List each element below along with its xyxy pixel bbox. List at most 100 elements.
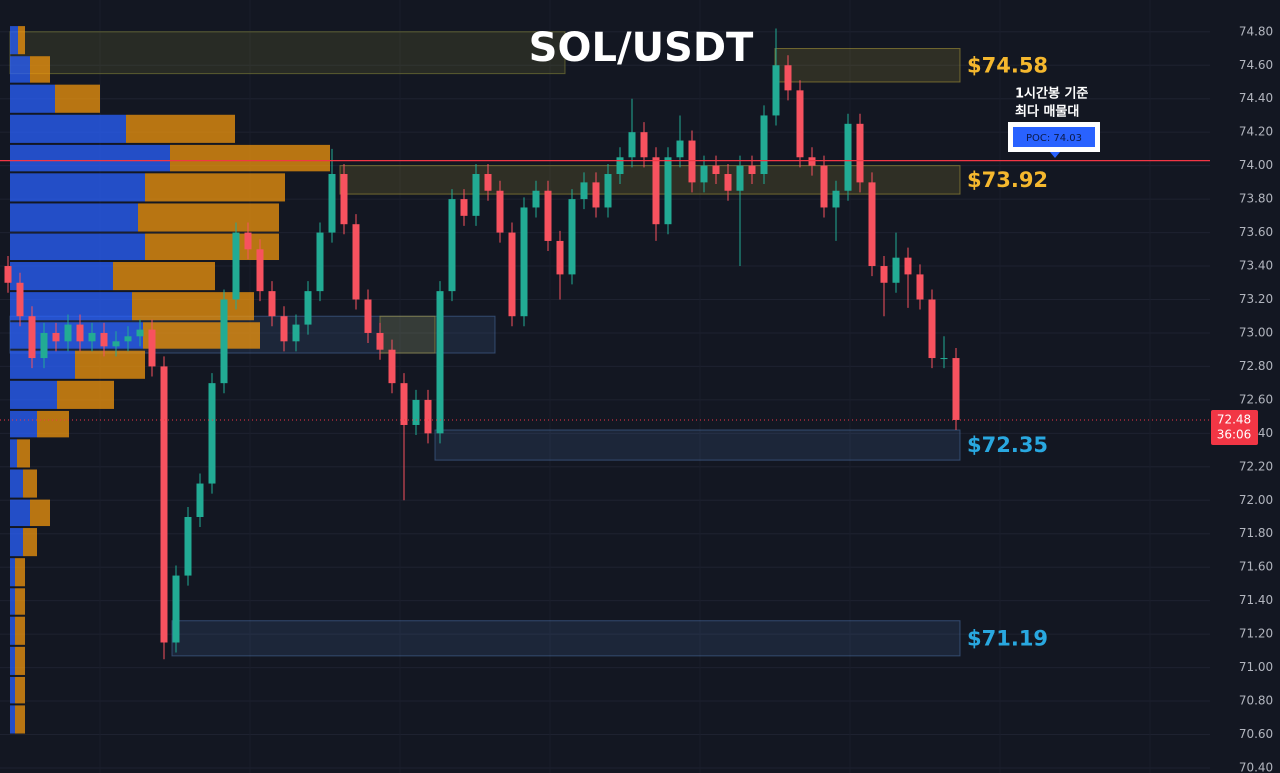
profile-sell <box>30 499 50 527</box>
y-tick-label: 72.20 <box>1239 459 1273 473</box>
candle-body <box>856 123 864 183</box>
profile-sell <box>15 558 25 587</box>
candle-body <box>556 240 564 275</box>
candle-body <box>196 483 204 518</box>
candle-body <box>520 207 528 317</box>
candle-body <box>880 266 888 283</box>
candle-body <box>388 349 396 384</box>
candle-body <box>508 232 516 317</box>
candle-body <box>484 174 492 191</box>
candle-body <box>220 299 228 384</box>
candle-body <box>940 358 948 360</box>
profile-sell <box>23 528 37 557</box>
profile-buy <box>10 173 145 202</box>
candle-body <box>688 140 696 183</box>
profile-buy <box>10 528 23 557</box>
profile-sell <box>15 616 25 645</box>
profile-buy <box>10 410 37 438</box>
zone <box>434 429 961 461</box>
y-tick-label: 74.60 <box>1239 58 1273 72</box>
zone <box>171 620 961 657</box>
zone <box>9 31 566 75</box>
profile-buy <box>10 558 15 587</box>
candle-body <box>148 329 156 367</box>
profile-sell <box>170 144 330 172</box>
y-tick-label: 71.60 <box>1239 560 1273 574</box>
candle-body <box>460 199 468 216</box>
candle-body <box>580 182 588 200</box>
zone-label: $72.35 <box>967 433 1048 457</box>
candle-body <box>412 399 420 425</box>
candle-body <box>712 165 720 175</box>
candle-body <box>496 190 504 233</box>
profile-sell <box>15 676 25 704</box>
zone-label: $71.19 <box>967 626 1048 650</box>
candle-body <box>364 299 372 333</box>
candle-body <box>424 399 432 434</box>
profile-buy <box>10 616 15 645</box>
y-tick-label: 73.20 <box>1239 292 1273 306</box>
profile-sell <box>15 588 25 615</box>
poc-note: 최다 매물대 <box>1015 104 1079 120</box>
y-tick-label: 70.40 <box>1239 760 1273 773</box>
y-tick-label: 73.60 <box>1239 225 1273 239</box>
profile-sell <box>23 469 37 498</box>
profile-buy <box>10 469 23 498</box>
candle-body <box>736 165 744 191</box>
y-tick-label: 71.00 <box>1239 660 1273 674</box>
candle-body <box>904 257 912 275</box>
candle-body <box>400 383 408 425</box>
candle-body <box>916 274 924 300</box>
profile-buy <box>10 26 18 55</box>
candle-body <box>892 257 900 283</box>
zone <box>774 48 961 83</box>
volume-profile <box>10 26 330 734</box>
candle-body <box>724 174 732 191</box>
y-tick-label: 73.00 <box>1239 325 1273 339</box>
y-tick-label: 74.40 <box>1239 91 1273 105</box>
candle-body <box>184 517 192 576</box>
candle-body <box>328 174 336 233</box>
candle-body <box>316 232 324 292</box>
profile-sell <box>126 114 235 143</box>
candle-body <box>472 174 480 216</box>
candle-body <box>868 182 876 267</box>
profile-sell <box>143 322 260 349</box>
profile-sell <box>15 646 25 675</box>
y-tick-label: 72.60 <box>1239 392 1273 406</box>
y-tick-label: 70.80 <box>1239 694 1273 708</box>
candle-body <box>40 332 48 359</box>
profile-sell <box>30 56 50 83</box>
zone <box>379 315 436 354</box>
candle-body <box>100 332 108 347</box>
poc-box <box>1013 127 1095 147</box>
profile-buy <box>10 233 145 261</box>
candle-body <box>448 199 456 292</box>
candle-body <box>700 165 708 183</box>
candle-body <box>844 123 852 191</box>
y-tick-label: 74.00 <box>1239 158 1273 172</box>
candle-body <box>832 190 840 208</box>
candle-body <box>760 115 768 175</box>
y-tick-label: 72.80 <box>1239 359 1273 373</box>
profile-buy <box>10 203 138 232</box>
profile-sell <box>113 262 215 291</box>
profile-sell <box>145 173 285 202</box>
y-tick-label: 74.80 <box>1239 24 1273 38</box>
profile-buy <box>10 676 15 704</box>
candle-body <box>808 157 816 166</box>
y-tick-label: 74.20 <box>1239 125 1273 139</box>
candle-body <box>304 291 312 325</box>
candle-body <box>268 291 276 317</box>
profile-buy <box>10 292 132 321</box>
profile-buy <box>10 439 17 468</box>
profile-buy <box>10 705 15 734</box>
y-tick-label: 71.20 <box>1239 627 1273 641</box>
candle-body <box>376 332 384 350</box>
candle-body <box>28 316 36 359</box>
y-tick-label: 73.40 <box>1239 259 1273 273</box>
profile-buy <box>10 499 30 527</box>
candle-body <box>172 575 180 643</box>
last-price-box <box>1211 409 1258 445</box>
